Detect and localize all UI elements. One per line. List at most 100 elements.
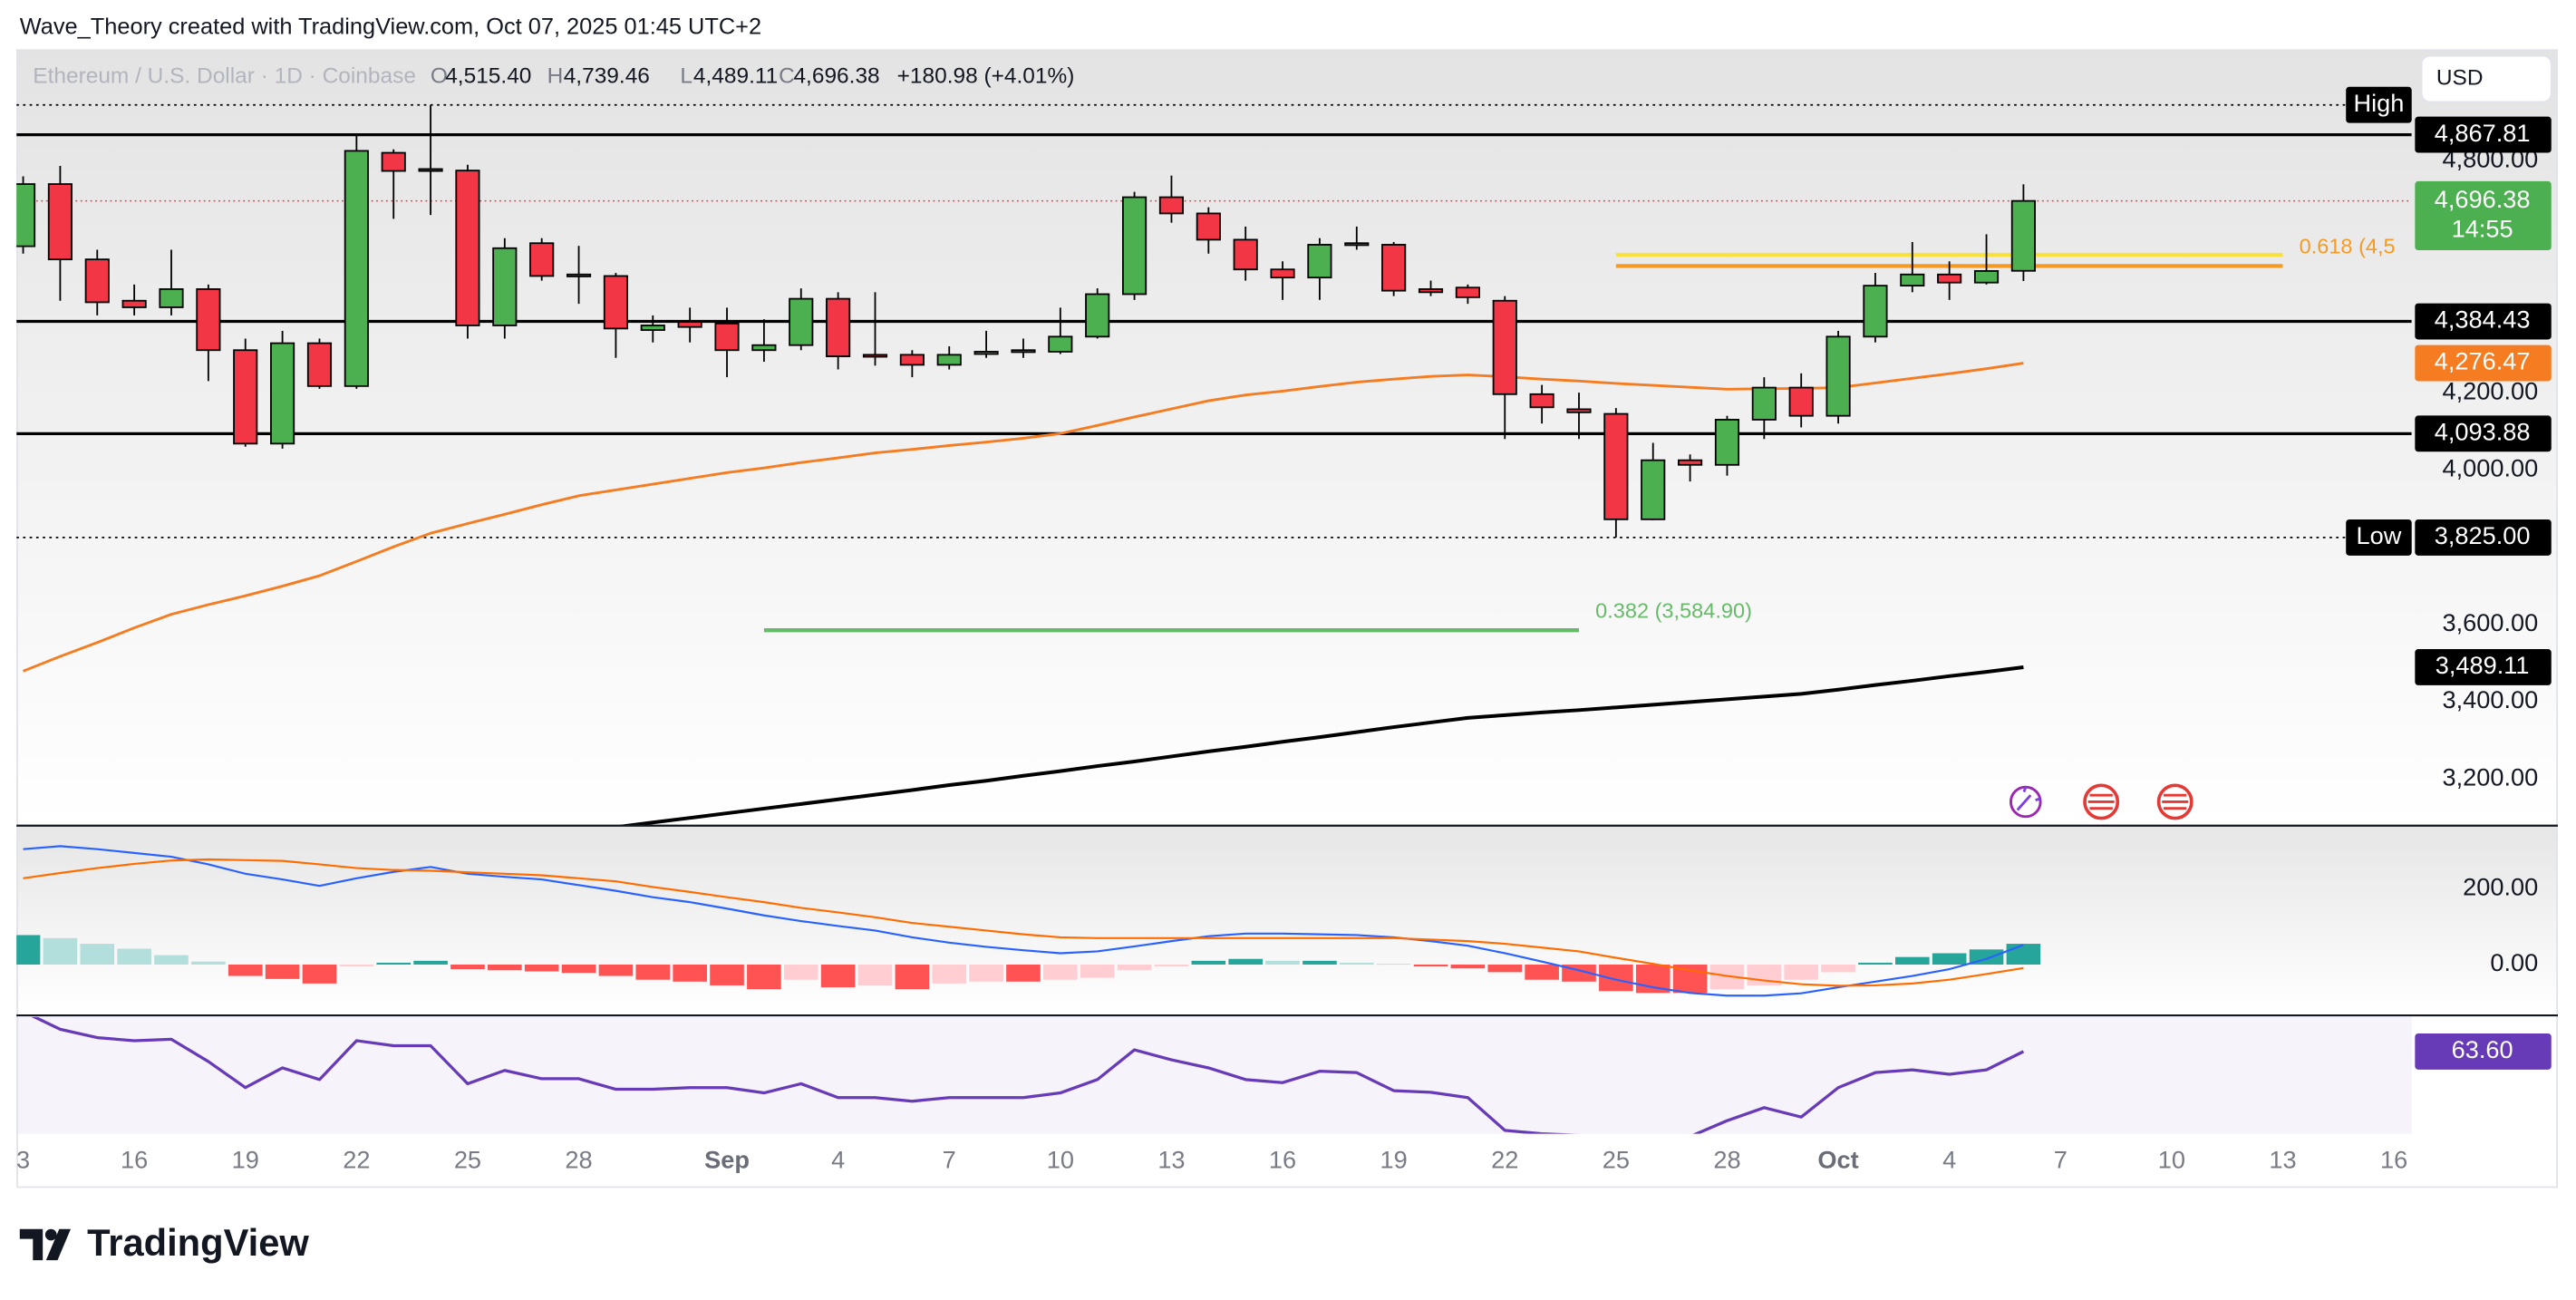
countdown: 14:55 <box>2452 214 2513 242</box>
logo-part <box>44 1228 57 1241</box>
candle-body <box>1307 244 1332 279</box>
histogram-bar <box>561 965 596 974</box>
x-tick-label: 28 <box>1713 1146 1740 1174</box>
y-tick-label: 3,600.00 <box>2442 608 2538 636</box>
candle-body <box>492 247 518 326</box>
rsi-line <box>31 1016 2025 1134</box>
candle-body <box>789 297 814 346</box>
candle-body <box>640 325 665 332</box>
ohlc-value: 4,739.46 <box>564 64 650 89</box>
logo-part <box>19 1228 44 1261</box>
histogram-bar <box>228 965 263 976</box>
rsi-tag-box <box>2415 1033 2552 1070</box>
currency-box[interactable] <box>2420 54 2552 103</box>
candle-body <box>1270 268 1295 279</box>
ohlc-key: O <box>431 64 448 89</box>
candle-body <box>1085 293 1110 338</box>
x-tick-label: 3 <box>16 1146 30 1174</box>
rsi-band <box>16 1016 2412 1134</box>
candle-body <box>1529 393 1554 409</box>
brand: TradingView <box>19 1221 309 1264</box>
histogram-bar <box>857 965 893 985</box>
histogram-bar <box>1191 960 1226 965</box>
candle-body <box>1344 242 1370 247</box>
histogram-bar <box>635 965 671 980</box>
candle-body <box>1011 349 1036 354</box>
histogram-bar <box>117 948 151 965</box>
last-price: 4,696.38 <box>2435 185 2531 213</box>
main-pane <box>16 49 2559 825</box>
candle-body <box>1566 408 1592 413</box>
y-tick-label: 4,000.00 <box>2442 454 2538 482</box>
x-tick-label: 28 <box>565 1146 592 1174</box>
ohlc-key: L <box>680 64 692 89</box>
candle-body <box>1418 288 1444 294</box>
candle-body <box>418 168 443 172</box>
level-tag-box <box>2346 86 2412 123</box>
plot-area <box>16 845 2041 997</box>
moving-average <box>22 362 2024 673</box>
candle-body <box>1233 238 1258 271</box>
candle-body <box>936 354 962 366</box>
y-tick-label: 0.00 <box>2490 948 2538 976</box>
candle-body <box>1641 459 1666 520</box>
event-icon <box>2087 793 2115 810</box>
level-tag: High <box>2354 89 2405 117</box>
histogram-bar <box>524 965 559 972</box>
candle-body <box>1158 196 1185 215</box>
x-tick-label: 10 <box>2158 1146 2185 1174</box>
candle-body <box>16 183 36 247</box>
histogram-bar <box>1599 965 1633 992</box>
x-tick-label: 22 <box>1491 1146 1518 1174</box>
ohlc-key: H <box>547 64 564 89</box>
x-tick-label: 25 <box>454 1146 481 1174</box>
x-tick-label: 22 <box>343 1146 370 1174</box>
candle-body <box>751 344 777 352</box>
macd-line <box>23 845 2024 997</box>
candle-body <box>566 273 592 277</box>
price-tag-box <box>2415 116 2552 153</box>
x-tick-label: 16 <box>1269 1146 1296 1174</box>
price-tag: 4,384.43 <box>2435 306 2531 334</box>
histogram-bar <box>1784 965 1818 980</box>
currency-button[interactable]: USD <box>2420 54 2552 103</box>
x-tick-label: 13 <box>1157 1146 1185 1174</box>
histogram-bar <box>302 965 337 984</box>
candle-body <box>1455 286 1480 298</box>
histogram-bar <box>1154 965 1189 967</box>
y-tick-label: 3,400.00 <box>2442 685 2538 713</box>
histogram-bar <box>1117 965 1152 971</box>
histogram-bar <box>191 961 226 965</box>
macd-line <box>23 858 2024 987</box>
ohlc-key: C <box>779 64 795 89</box>
candle-body <box>714 322 740 352</box>
x-tick-label: 16 <box>121 1146 148 1174</box>
histogram-bar <box>80 944 115 965</box>
currency[interactable]: USD <box>2436 65 2484 90</box>
histogram-bar <box>339 965 374 967</box>
candle-body <box>1825 335 1851 417</box>
histogram-bar <box>1450 965 1486 969</box>
fib-label: 0.382 (3,584.90) <box>1595 598 1752 622</box>
candle-body <box>1863 285 1888 338</box>
y-tick-label: 3,200.00 <box>2442 762 2538 791</box>
histogram-bar <box>710 965 744 985</box>
candle-body <box>677 321 702 328</box>
histogram-bar <box>1525 965 1559 980</box>
candle-body <box>1678 459 1703 466</box>
histogram-bar <box>1895 956 1930 965</box>
histogram-bar <box>265 965 300 979</box>
price-tag: 4,093.88 <box>2435 418 2531 446</box>
histogram-bar <box>376 962 412 965</box>
histogram-bar <box>1932 953 1967 965</box>
candle-body <box>603 275 628 330</box>
histogram-bar <box>1006 965 1041 982</box>
histogram-bar <box>154 955 189 965</box>
histogram-bar <box>2006 944 2041 965</box>
histogram-bar <box>413 960 448 965</box>
candle-body <box>196 288 221 352</box>
histogram-bar <box>1228 958 1263 965</box>
histogram-bar <box>895 965 930 990</box>
candle-body <box>826 297 851 357</box>
